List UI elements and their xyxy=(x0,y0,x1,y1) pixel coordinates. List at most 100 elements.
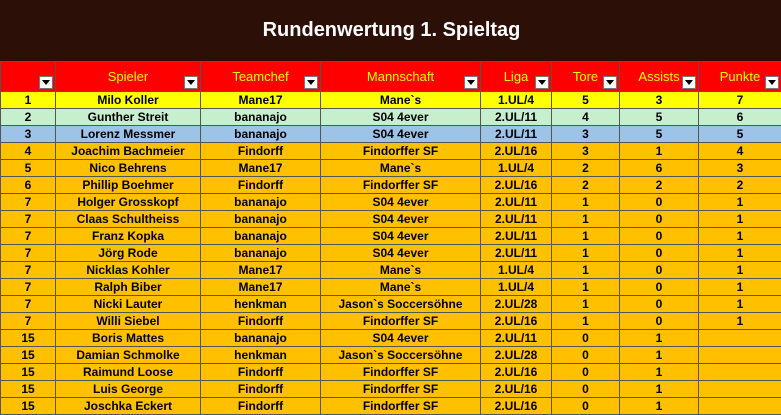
cell-teamchef[interactable]: bananajo xyxy=(201,330,321,347)
cell-rank[interactable]: 15 xyxy=(1,330,56,347)
cell-liga[interactable]: 2.UL/16 xyxy=(481,143,552,160)
cell-teamchef[interactable]: bananajo xyxy=(201,245,321,262)
cell-assists[interactable]: 5 xyxy=(620,126,699,143)
cell-assists[interactable]: 0 xyxy=(620,211,699,228)
cell-spieler[interactable]: Nico Behrens xyxy=(56,160,201,177)
cell-spieler[interactable]: Holger Grosskopf xyxy=(56,194,201,211)
cell-teamchef[interactable]: Findorff xyxy=(201,398,321,415)
cell-rank[interactable]: 15 xyxy=(1,398,56,415)
cell-rank[interactable]: 15 xyxy=(1,347,56,364)
cell-mannschaft[interactable]: S04 4ever xyxy=(321,228,481,245)
cell-punkte[interactable]: 1 xyxy=(699,194,781,211)
cell-tore[interactable]: 3 xyxy=(552,126,620,143)
cell-mannschaft[interactable]: S04 4ever xyxy=(321,211,481,228)
cell-tore[interactable]: 0 xyxy=(552,330,620,347)
cell-teamchef[interactable]: bananajo xyxy=(201,228,321,245)
cell-rank[interactable]: 6 xyxy=(1,177,56,194)
filter-button-tore[interactable] xyxy=(603,76,617,89)
cell-mannschaft[interactable]: Findorffer SF xyxy=(321,177,481,194)
cell-tore[interactable]: 1 xyxy=(552,245,620,262)
cell-spieler[interactable]: Claas Schultheiss xyxy=(56,211,201,228)
cell-assists[interactable]: 0 xyxy=(620,262,699,279)
cell-spieler[interactable]: Gunther Streit xyxy=(56,109,201,126)
cell-assists[interactable]: 0 xyxy=(620,228,699,245)
cell-liga[interactable]: 2.UL/11 xyxy=(481,109,552,126)
cell-tore[interactable]: 1 xyxy=(552,279,620,296)
cell-teamchef[interactable]: Mane17 xyxy=(201,279,321,296)
cell-teamchef[interactable]: Mane17 xyxy=(201,262,321,279)
cell-mannschaft[interactable]: Findorffer SF xyxy=(321,143,481,160)
cell-tore[interactable]: 1 xyxy=(552,194,620,211)
cell-rank[interactable]: 4 xyxy=(1,143,56,160)
cell-liga[interactable]: 2.UL/11 xyxy=(481,245,552,262)
cell-punkte[interactable]: 1 xyxy=(699,245,781,262)
cell-liga[interactable]: 1.UL/4 xyxy=(481,262,552,279)
cell-punkte[interactable]: 5 xyxy=(699,126,781,143)
cell-liga[interactable]: 1.UL/4 xyxy=(481,160,552,177)
cell-spieler[interactable]: Lorenz Messmer xyxy=(56,126,201,143)
cell-rank[interactable]: 15 xyxy=(1,364,56,381)
cell-punkte[interactable]: 1 xyxy=(699,228,781,245)
cell-assists[interactable]: 5 xyxy=(620,109,699,126)
cell-rank[interactable]: 1 xyxy=(1,92,56,109)
cell-liga[interactable]: 2.UL/16 xyxy=(481,177,552,194)
cell-punkte[interactable] xyxy=(699,398,781,415)
cell-punkte[interactable]: 3 xyxy=(699,160,781,177)
cell-tore[interactable]: 1 xyxy=(552,313,620,330)
cell-teamchef[interactable]: Mane17 xyxy=(201,92,321,109)
cell-tore[interactable]: 0 xyxy=(552,398,620,415)
cell-mannschaft[interactable]: S04 4ever xyxy=(321,194,481,211)
filter-button-assists[interactable] xyxy=(682,76,696,89)
cell-mannschaft[interactable]: Findorffer SF xyxy=(321,313,481,330)
cell-spieler[interactable]: Ralph Biber xyxy=(56,279,201,296)
cell-tore[interactable]: 1 xyxy=(552,211,620,228)
cell-assists[interactable]: 3 xyxy=(620,92,699,109)
cell-liga[interactable]: 1.UL/4 xyxy=(481,92,552,109)
cell-teamchef[interactable]: bananajo xyxy=(201,126,321,143)
cell-mannschaft[interactable]: S04 4ever xyxy=(321,245,481,262)
cell-rank[interactable]: 7 xyxy=(1,228,56,245)
cell-liga[interactable]: 2.UL/16 xyxy=(481,364,552,381)
cell-liga[interactable]: 2.UL/11 xyxy=(481,330,552,347)
cell-tore[interactable]: 0 xyxy=(552,381,620,398)
cell-spieler[interactable]: Boris Mattes xyxy=(56,330,201,347)
cell-tore[interactable]: 4 xyxy=(552,109,620,126)
filter-button-teamchef[interactable] xyxy=(304,76,318,89)
cell-mannschaft[interactable]: Findorffer SF xyxy=(321,381,481,398)
cell-punkte[interactable]: 1 xyxy=(699,262,781,279)
cell-punkte[interactable]: 1 xyxy=(699,313,781,330)
cell-liga[interactable]: 2.UL/11 xyxy=(481,228,552,245)
cell-spieler[interactable]: Franz Kopka xyxy=(56,228,201,245)
cell-teamchef[interactable]: henkman xyxy=(201,296,321,313)
cell-teamchef[interactable]: Findorff xyxy=(201,143,321,160)
cell-punkte[interactable]: 1 xyxy=(699,296,781,313)
cell-tore[interactable]: 0 xyxy=(552,364,620,381)
cell-punkte[interactable]: 1 xyxy=(699,211,781,228)
cell-assists[interactable]: 6 xyxy=(620,160,699,177)
cell-tore[interactable]: 2 xyxy=(552,160,620,177)
cell-mannschaft[interactable]: Mane`s xyxy=(321,92,481,109)
cell-tore[interactable]: 1 xyxy=(552,262,620,279)
cell-punkte[interactable] xyxy=(699,364,781,381)
cell-mannschaft[interactable]: Jason`s Soccersöhne xyxy=(321,347,481,364)
cell-spieler[interactable]: Damian Schmolke xyxy=(56,347,201,364)
cell-liga[interactable]: 1.UL/4 xyxy=(481,279,552,296)
cell-teamchef[interactable]: Findorff xyxy=(201,364,321,381)
cell-mannschaft[interactable]: Findorffer SF xyxy=(321,364,481,381)
cell-assists[interactable]: 0 xyxy=(620,194,699,211)
cell-teamchef[interactable]: Findorff xyxy=(201,381,321,398)
cell-tore[interactable]: 3 xyxy=(552,143,620,160)
cell-assists[interactable]: 1 xyxy=(620,364,699,381)
cell-rank[interactable]: 7 xyxy=(1,296,56,313)
cell-teamchef[interactable]: Mane17 xyxy=(201,160,321,177)
cell-tore[interactable]: 2 xyxy=(552,177,620,194)
cell-rank[interactable]: 7 xyxy=(1,262,56,279)
cell-liga[interactable]: 2.UL/11 xyxy=(481,126,552,143)
cell-punkte[interactable]: 2 xyxy=(699,177,781,194)
cell-tore[interactable]: 0 xyxy=(552,347,620,364)
cell-punkte[interactable]: 7 xyxy=(699,92,781,109)
cell-mannschaft[interactable]: Mane`s xyxy=(321,160,481,177)
cell-rank[interactable]: 7 xyxy=(1,279,56,296)
cell-punkte[interactable] xyxy=(699,347,781,364)
cell-liga[interactable]: 2.UL/28 xyxy=(481,347,552,364)
